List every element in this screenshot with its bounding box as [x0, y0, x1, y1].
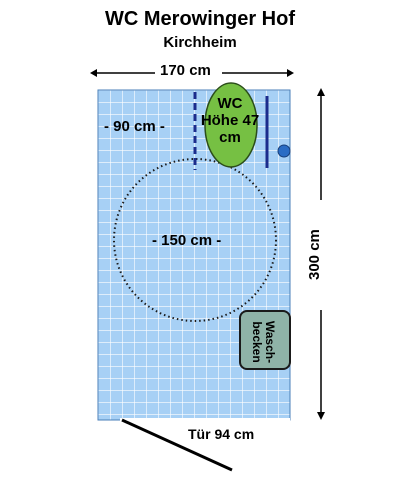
height-label: 300 cm	[306, 229, 323, 280]
width-dimension-arrow	[90, 69, 294, 77]
page-subtitle: Kirchheim	[163, 34, 237, 51]
sink-label: Wasch-becken	[250, 320, 277, 364]
door	[120, 418, 290, 472]
width-label: 170 cm	[160, 62, 211, 79]
flush-button-icon	[277, 144, 291, 158]
wc-toilet	[204, 82, 258, 168]
sink	[239, 310, 291, 370]
left-space-label: - 90 cm -	[104, 118, 165, 135]
turning-circle-label: - 150 cm -	[152, 232, 222, 249]
page-title: WC Merowinger Hof	[105, 8, 295, 30]
door-label: Tür 94 cm	[188, 426, 255, 442]
wc-label: WC Höhe 47 cm	[200, 95, 260, 146]
turning-circle	[113, 158, 277, 322]
height-dimension-arrow	[317, 88, 325, 420]
